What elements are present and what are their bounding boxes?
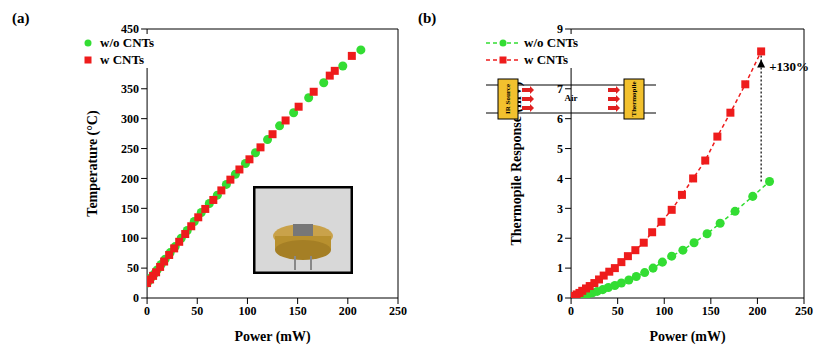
svg-text:200: 200 [748, 304, 766, 318]
svg-text:250: 250 [389, 304, 407, 318]
svg-text:0: 0 [557, 291, 563, 305]
svg-text:250: 250 [795, 304, 813, 318]
svg-text:2: 2 [557, 231, 563, 245]
svg-text:50: 50 [191, 304, 203, 318]
svg-text:200: 200 [121, 172, 139, 186]
svg-text:100: 100 [121, 231, 139, 245]
svg-text:7: 7 [557, 82, 563, 96]
svg-text:150: 150 [289, 304, 307, 318]
svg-text:Thermopile: Thermopile [630, 82, 638, 117]
svg-text:0: 0 [568, 304, 574, 318]
svg-text:Air: Air [565, 93, 578, 103]
svg-text:+130%: +130% [769, 59, 809, 74]
svg-text:300: 300 [121, 112, 139, 126]
svg-text:5: 5 [557, 142, 563, 156]
svg-text:0: 0 [144, 304, 150, 318]
svg-text:450: 450 [121, 22, 139, 36]
svg-text:Temperature (°C): Temperature (°C) [85, 110, 101, 217]
svg-text:100: 100 [238, 304, 256, 318]
svg-text:1: 1 [557, 261, 563, 275]
svg-text:150: 150 [702, 304, 720, 318]
svg-text:100: 100 [655, 304, 673, 318]
svg-text:4: 4 [557, 172, 563, 186]
svg-text:8: 8 [557, 52, 563, 66]
svg-text:IR Source: IR Source [504, 84, 512, 114]
svg-text:3: 3 [557, 202, 563, 216]
svg-text:Power (mW): Power (mW) [234, 329, 311, 345]
svg-text:150: 150 [121, 202, 139, 216]
svg-text:400: 400 [121, 52, 139, 66]
svg-text:250: 250 [121, 142, 139, 156]
svg-text:6: 6 [557, 112, 563, 126]
svg-text:0: 0 [133, 291, 139, 305]
svg-text:Power (mW): Power (mW) [649, 329, 726, 345]
svg-text:350: 350 [121, 82, 139, 96]
svg-text:50: 50 [612, 304, 624, 318]
svg-text:200: 200 [339, 304, 357, 318]
svg-text:9: 9 [557, 22, 563, 36]
svg-text:50: 50 [127, 261, 139, 275]
